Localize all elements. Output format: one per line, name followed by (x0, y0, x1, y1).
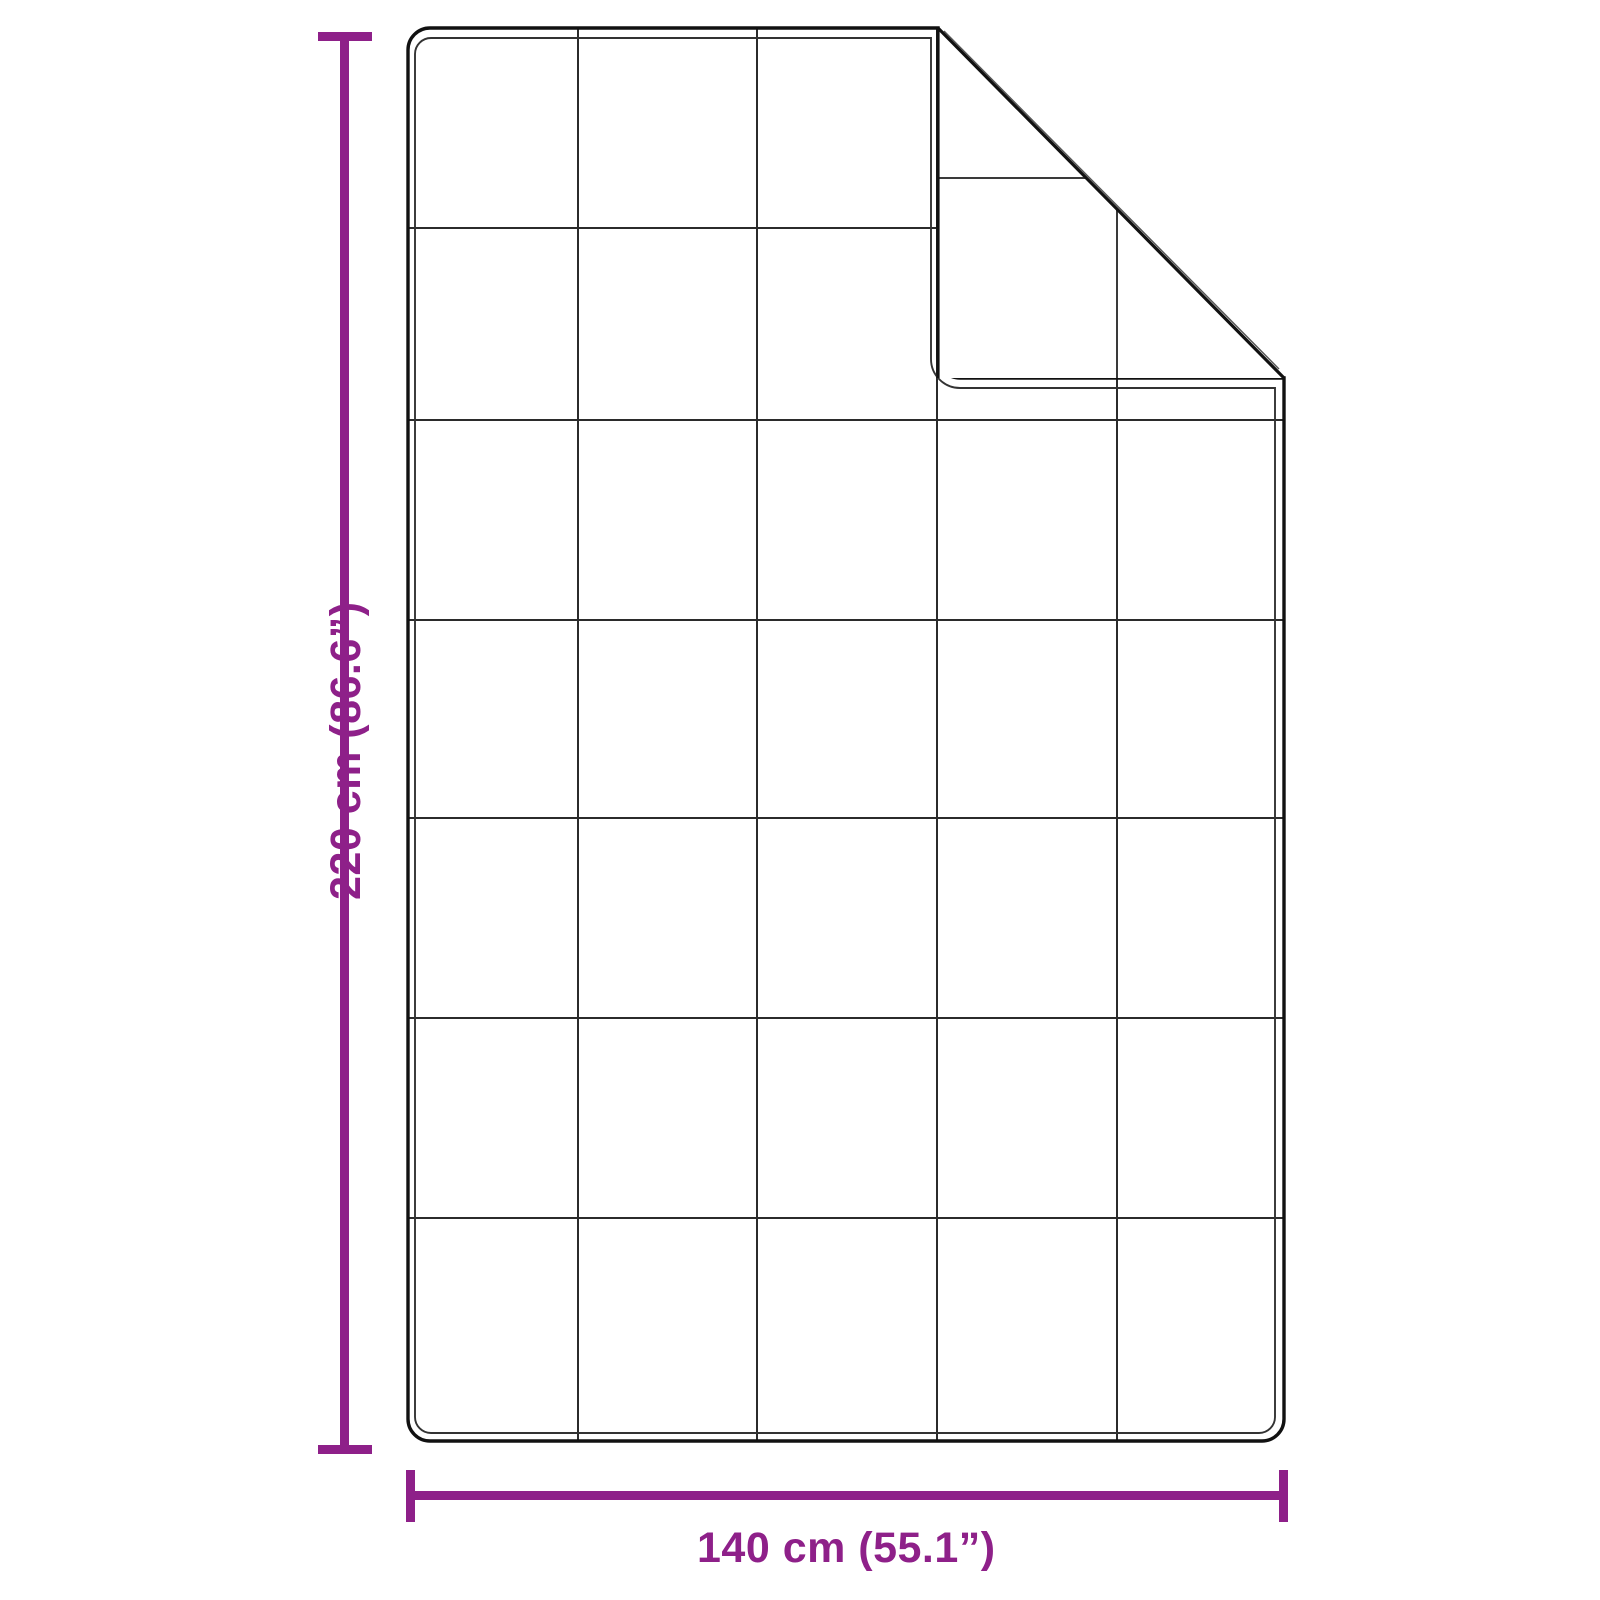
height-dimension-shaft (340, 32, 349, 1454)
height-dimension-cap-bottom (318, 1445, 372, 1454)
blanket-hem-inner (414, 37, 1276, 1434)
fold-crease-line (936, 26, 1286, 380)
width-dimension-cap-right (1279, 1470, 1288, 1522)
blanket-folded-corner (936, 26, 1286, 380)
blanket-body-fill (408, 28, 1284, 1441)
width-dimension-shaft (406, 1491, 1288, 1500)
fold-crease-line-inner (943, 30, 1280, 370)
blanket-body (406, 26, 1286, 1443)
width-dimension-line (406, 1470, 1288, 1522)
width-dimension-label: 140 cm (55.1”) (697, 1524, 996, 1572)
height-dimension-line (318, 32, 372, 1454)
width-dimension-cap-left (406, 1470, 415, 1522)
height-dimension-label: 220 cm (86.6”) (322, 601, 370, 900)
height-dimension-cap-top (318, 32, 372, 41)
